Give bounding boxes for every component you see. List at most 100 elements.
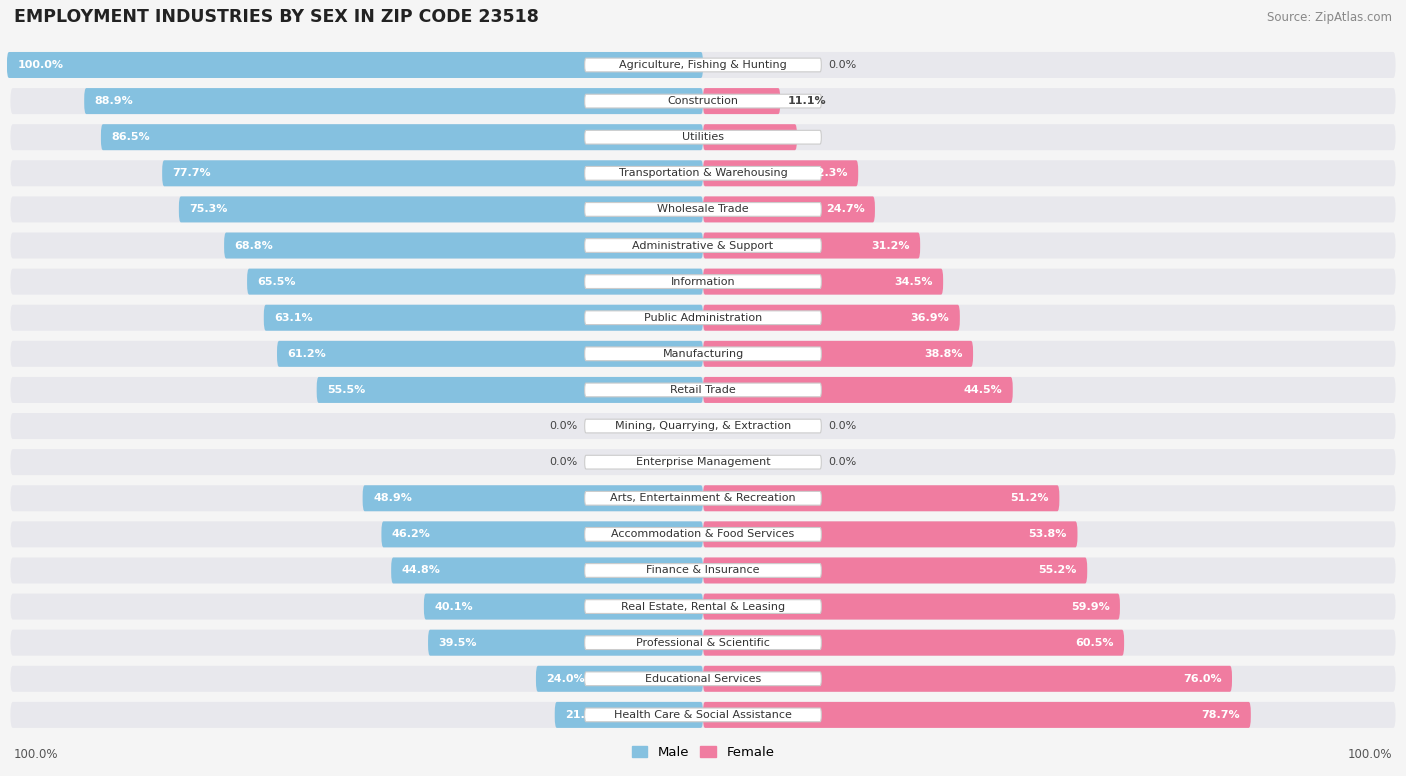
Text: 34.5%: 34.5% <box>894 276 932 286</box>
FancyBboxPatch shape <box>585 600 821 614</box>
Text: Enterprise Management: Enterprise Management <box>636 457 770 467</box>
Text: Arts, Entertainment & Recreation: Arts, Entertainment & Recreation <box>610 494 796 504</box>
FancyBboxPatch shape <box>277 341 703 367</box>
FancyBboxPatch shape <box>10 449 1396 475</box>
FancyBboxPatch shape <box>585 58 821 72</box>
Text: Finance & Insurance: Finance & Insurance <box>647 566 759 576</box>
Text: 100.0%: 100.0% <box>1347 748 1392 761</box>
Text: Utilities: Utilities <box>682 132 724 142</box>
FancyBboxPatch shape <box>585 563 821 577</box>
FancyBboxPatch shape <box>585 130 821 144</box>
FancyBboxPatch shape <box>703 88 780 114</box>
FancyBboxPatch shape <box>585 491 821 505</box>
Text: 65.5%: 65.5% <box>257 276 297 286</box>
FancyBboxPatch shape <box>703 629 1125 656</box>
FancyBboxPatch shape <box>703 196 875 223</box>
Text: 63.1%: 63.1% <box>274 313 314 323</box>
Text: 22.3%: 22.3% <box>810 168 848 178</box>
Text: 55.5%: 55.5% <box>328 385 366 395</box>
FancyBboxPatch shape <box>703 161 858 186</box>
FancyBboxPatch shape <box>10 377 1396 403</box>
Text: 0.0%: 0.0% <box>828 60 856 70</box>
Text: 24.0%: 24.0% <box>547 674 585 684</box>
Text: Educational Services: Educational Services <box>645 674 761 684</box>
FancyBboxPatch shape <box>316 377 703 403</box>
FancyBboxPatch shape <box>10 52 1396 78</box>
Text: Agriculture, Fishing & Hunting: Agriculture, Fishing & Hunting <box>619 60 787 70</box>
FancyBboxPatch shape <box>264 305 703 331</box>
Text: Real Estate, Rental & Leasing: Real Estate, Rental & Leasing <box>621 601 785 611</box>
Text: 53.8%: 53.8% <box>1029 529 1067 539</box>
Text: 0.0%: 0.0% <box>550 457 578 467</box>
FancyBboxPatch shape <box>585 383 821 397</box>
FancyBboxPatch shape <box>101 124 703 151</box>
FancyBboxPatch shape <box>703 594 1121 619</box>
Text: Accommodation & Food Services: Accommodation & Food Services <box>612 529 794 539</box>
Text: 61.2%: 61.2% <box>287 349 326 359</box>
FancyBboxPatch shape <box>585 203 821 217</box>
FancyBboxPatch shape <box>703 521 1077 547</box>
Text: Source: ZipAtlas.com: Source: ZipAtlas.com <box>1267 11 1392 24</box>
FancyBboxPatch shape <box>585 94 821 108</box>
FancyBboxPatch shape <box>555 702 703 728</box>
Text: 60.5%: 60.5% <box>1076 638 1114 648</box>
FancyBboxPatch shape <box>179 196 703 223</box>
Text: 39.5%: 39.5% <box>439 638 477 648</box>
Text: Construction: Construction <box>668 96 738 106</box>
Text: 77.7%: 77.7% <box>173 168 211 178</box>
FancyBboxPatch shape <box>703 377 1012 403</box>
Text: Administrative & Support: Administrative & Support <box>633 241 773 251</box>
FancyBboxPatch shape <box>703 124 797 151</box>
FancyBboxPatch shape <box>585 708 821 722</box>
FancyBboxPatch shape <box>703 341 973 367</box>
FancyBboxPatch shape <box>585 311 821 324</box>
FancyBboxPatch shape <box>10 594 1396 619</box>
FancyBboxPatch shape <box>84 88 703 114</box>
FancyBboxPatch shape <box>585 166 821 180</box>
FancyBboxPatch shape <box>10 485 1396 511</box>
FancyBboxPatch shape <box>585 419 821 433</box>
FancyBboxPatch shape <box>363 485 703 511</box>
Text: Health Care & Social Assistance: Health Care & Social Assistance <box>614 710 792 720</box>
Text: 44.5%: 44.5% <box>963 385 1002 395</box>
FancyBboxPatch shape <box>703 233 920 258</box>
FancyBboxPatch shape <box>391 557 703 584</box>
FancyBboxPatch shape <box>10 666 1396 691</box>
Text: 88.9%: 88.9% <box>94 96 134 106</box>
Text: Transportation & Warehousing: Transportation & Warehousing <box>619 168 787 178</box>
FancyBboxPatch shape <box>10 233 1396 258</box>
FancyBboxPatch shape <box>10 341 1396 367</box>
FancyBboxPatch shape <box>224 233 703 258</box>
FancyBboxPatch shape <box>10 702 1396 728</box>
FancyBboxPatch shape <box>703 557 1087 584</box>
FancyBboxPatch shape <box>10 629 1396 656</box>
Text: 46.2%: 46.2% <box>392 529 430 539</box>
FancyBboxPatch shape <box>381 521 703 547</box>
Text: Public Administration: Public Administration <box>644 313 762 323</box>
Text: 86.5%: 86.5% <box>111 132 150 142</box>
Text: 76.0%: 76.0% <box>1182 674 1222 684</box>
Text: Information: Information <box>671 276 735 286</box>
Text: 13.5%: 13.5% <box>748 132 786 142</box>
Text: 11.1%: 11.1% <box>787 96 825 106</box>
FancyBboxPatch shape <box>703 305 960 331</box>
Text: 24.7%: 24.7% <box>825 204 865 214</box>
FancyBboxPatch shape <box>10 196 1396 223</box>
Text: 68.8%: 68.8% <box>235 241 273 251</box>
Text: 51.2%: 51.2% <box>1011 494 1049 504</box>
FancyBboxPatch shape <box>703 666 1232 691</box>
Text: 21.3%: 21.3% <box>565 710 603 720</box>
FancyBboxPatch shape <box>10 521 1396 547</box>
FancyBboxPatch shape <box>10 413 1396 439</box>
Text: 36.9%: 36.9% <box>911 313 949 323</box>
FancyBboxPatch shape <box>585 347 821 361</box>
Text: Professional & Scientific: Professional & Scientific <box>636 638 770 648</box>
FancyBboxPatch shape <box>10 305 1396 331</box>
Text: Wholesale Trade: Wholesale Trade <box>657 204 749 214</box>
FancyBboxPatch shape <box>247 268 703 295</box>
Text: 0.0%: 0.0% <box>550 421 578 431</box>
FancyBboxPatch shape <box>585 528 821 541</box>
FancyBboxPatch shape <box>10 161 1396 186</box>
FancyBboxPatch shape <box>10 88 1396 114</box>
Text: 31.2%: 31.2% <box>872 241 910 251</box>
